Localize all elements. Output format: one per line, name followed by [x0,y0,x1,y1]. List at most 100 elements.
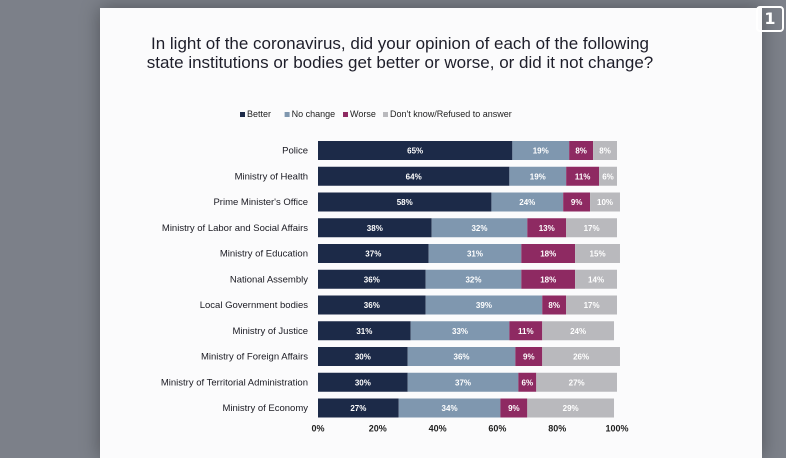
bar-segment-3 [563,192,591,212]
bar-segment-3 [527,218,567,238]
legend-swatch-4 [383,112,388,117]
data-label: 32% [471,224,487,233]
data-label: 8% [599,147,611,156]
data-label: 19% [530,172,546,181]
x-tick-label: 0% [311,424,324,434]
data-label: 8% [548,301,560,310]
bar-segment-3 [500,398,528,418]
data-label: 24% [570,327,586,336]
category-label: Ministry of Education [220,249,308,260]
chart-title: In light of the coronavirus, did your op… [146,34,654,72]
legend-label-4: Don't know/Refused to answer [390,109,512,119]
data-label: 17% [584,301,600,310]
category-label: Local Government bodies [200,300,309,311]
bar-segment-4 [593,141,617,160]
legend-label-1: Better [247,109,271,119]
data-label: 14% [588,275,604,284]
bar-segment-1 [318,321,411,341]
data-label: 30% [355,378,371,387]
x-tick-label: 80% [548,424,566,434]
bar-segment-1 [318,192,492,212]
bar-segment-1 [318,398,399,418]
legend-swatch-3 [343,112,348,117]
data-label: 36% [364,301,380,310]
data-label: 37% [365,250,381,259]
bar-segment-4 [599,166,617,186]
data-label: 58% [397,198,413,207]
bar-segment-4 [575,269,617,289]
bar-segment-2 [398,398,501,418]
data-label: 65% [407,147,423,156]
bar-segment-1 [318,244,429,263]
data-label: 19% [533,147,549,156]
bar-segment-2 [425,295,543,315]
data-label: 34% [442,404,458,413]
bar-segment-3 [521,244,576,263]
x-tick-label: 60% [488,424,506,434]
bar-segment-1 [318,372,408,392]
data-label: 38% [367,224,383,233]
category-label: Ministry of Economy [222,403,308,414]
bar-segment-2 [407,372,519,392]
data-label: 29% [563,404,579,413]
bar-segment-1 [318,347,408,366]
data-label: 31% [467,250,483,259]
bar-segment-4 [575,244,620,263]
data-label: 6% [602,172,614,181]
bar-segment-2 [512,141,570,160]
x-tick-label: 20% [369,424,387,434]
data-label: 18% [540,250,556,259]
data-label: 9% [508,404,520,413]
data-label: 33% [452,327,468,336]
legend-label-2: No change [292,109,336,119]
bar-segment-4 [527,398,615,418]
data-label: 27% [569,378,585,387]
category-label: Prime Minister's Office [213,197,308,208]
category-label: Ministry of Labor and Social Affairs [162,223,308,234]
bar-segment-1 [318,295,426,315]
data-label: 64% [406,172,422,181]
legend-swatch-2 [284,112,290,117]
data-label: 26% [573,353,589,362]
category-label: Ministry of Foreign Affairs [201,352,308,363]
category-label: Ministry of Justice [233,326,309,337]
data-label: 13% [539,224,555,233]
bar-segment-3 [566,166,600,186]
channel-logo: 1 [756,6,784,32]
bar-segment-2 [407,347,516,366]
data-label: 9% [523,353,535,362]
bar-segment-2 [428,244,522,263]
bar-segment-1 [318,166,510,186]
bar-segment-4 [542,347,620,366]
legend-swatch-1 [240,112,245,117]
bar-segment-1 [318,218,432,238]
data-label: 10% [597,198,613,207]
bar-segment-3 [542,295,567,315]
x-tick-label: 100% [605,424,628,434]
bar-segment-2 [491,192,564,212]
category-label: Ministry of Territorial Administration [161,377,308,388]
data-label: 9% [571,198,583,207]
bar-segment-3 [515,347,543,366]
data-label: 8% [575,147,587,156]
category-label: National Assembly [230,274,308,285]
data-label: 18% [540,275,556,284]
bar-segment-4 [590,192,620,212]
data-label: 11% [575,172,591,181]
data-label: 11% [518,327,534,336]
data-label: 39% [476,301,492,310]
data-label: 32% [465,275,481,284]
x-tick-label: 40% [429,424,447,434]
bar-segment-1 [318,141,513,160]
bar-segment-2 [509,166,567,186]
bar-segment-3 [509,321,543,341]
data-label: 37% [455,378,471,387]
data-label: 31% [356,327,372,336]
data-label: 36% [454,353,470,362]
bar-segment-3 [569,141,594,160]
data-label: 17% [584,224,600,233]
category-label: Police [282,146,308,157]
data-label: 36% [364,275,380,284]
